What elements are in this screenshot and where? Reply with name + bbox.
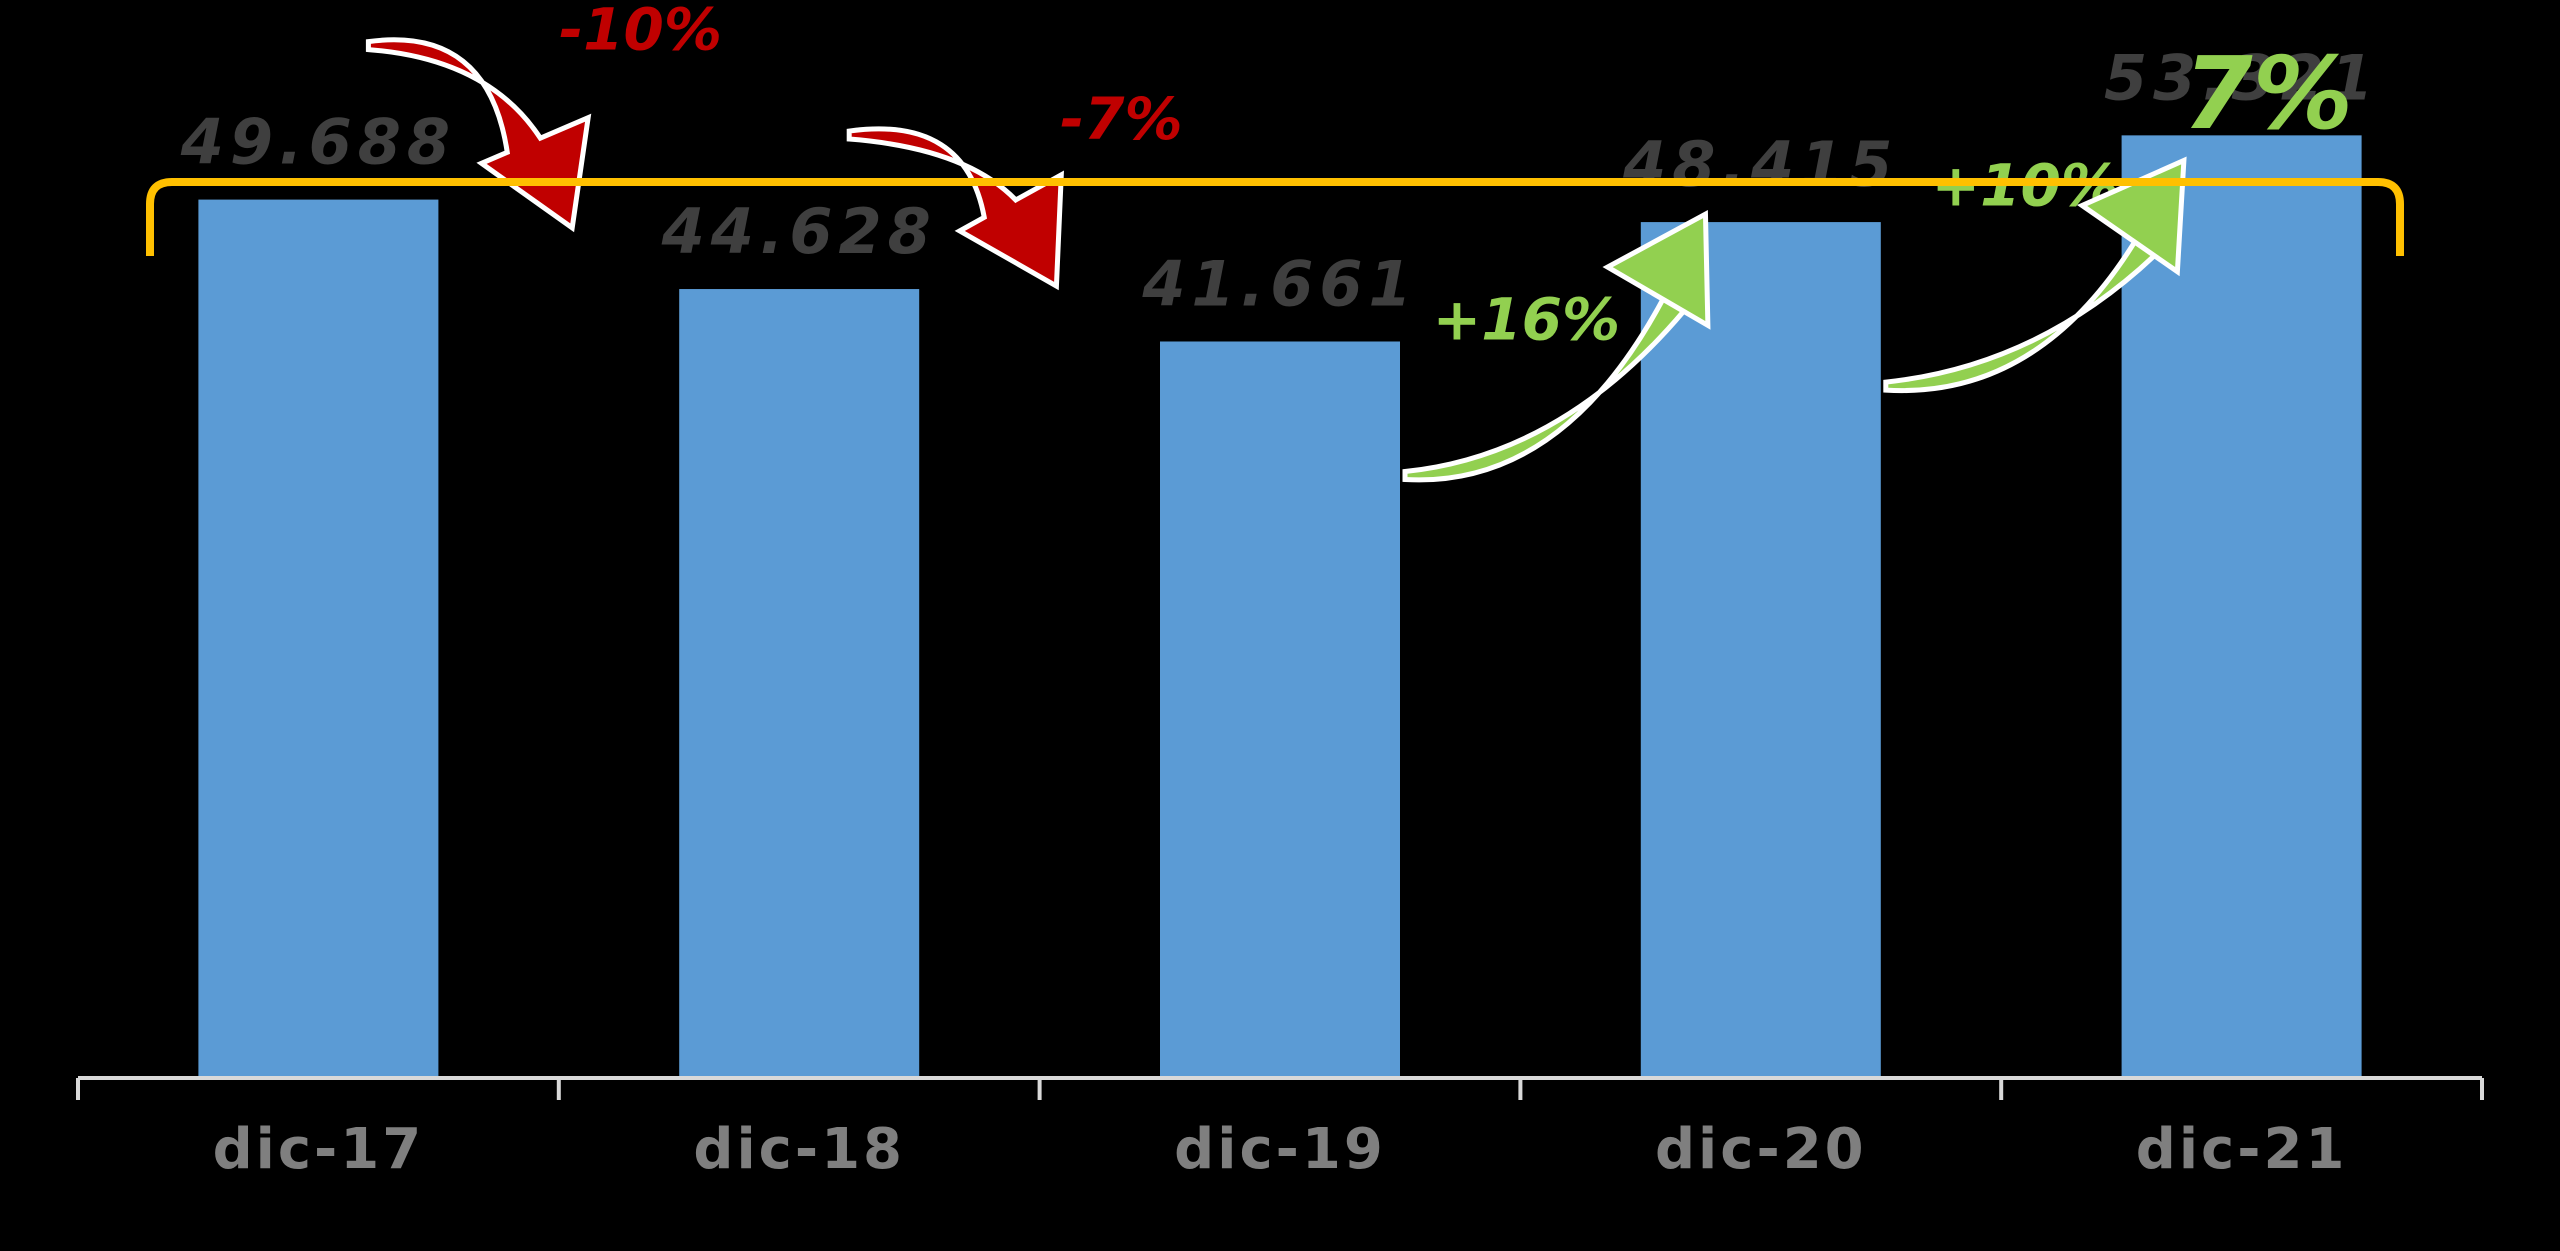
bar-dic-18 <box>679 289 920 1078</box>
change-label: -10% <box>559 0 722 64</box>
x-tick-label: dic-19 <box>1174 1117 1386 1182</box>
bar-dic-20 <box>1640 222 1881 1078</box>
down-arrow-icon <box>846 126 1064 291</box>
total-change-label: 7% <box>2183 35 2353 152</box>
bar-dic-21 <box>2121 135 2362 1078</box>
bar-value-label: 48.415 <box>1622 128 1898 201</box>
bar-dic-19 <box>1160 341 1400 1078</box>
bar-value-label: 44.628 <box>661 195 937 268</box>
bar-dic-17 <box>198 199 439 1078</box>
x-tick-label: dic-21 <box>2136 1117 2348 1182</box>
labels-group: 49.688 dic-17 44.628 dic-18 41.661 dic-19 48.4… <box>180 0 2379 1182</box>
change-label: -7% <box>1060 85 1183 153</box>
change-label: +16% <box>1433 285 1620 353</box>
total-bracket-group <box>146 178 2404 256</box>
x-tick-label: dic-17 <box>213 1117 425 1182</box>
bar-value-label: 41.661 <box>1141 247 1417 320</box>
x-tick-label: dic-20 <box>1655 1117 1867 1182</box>
up-arrow-icon <box>1883 156 2187 394</box>
up-arrow-icon <box>1402 209 1711 483</box>
bar-value-label: 49.688 <box>180 106 456 179</box>
bars-group <box>198 135 2362 1078</box>
x-tick-label: dic-18 <box>693 1117 905 1182</box>
total-change-bracket <box>146 178 2404 256</box>
x-axis <box>76 1076 2484 1100</box>
bar-value-label: 53.321 <box>2104 41 2379 114</box>
